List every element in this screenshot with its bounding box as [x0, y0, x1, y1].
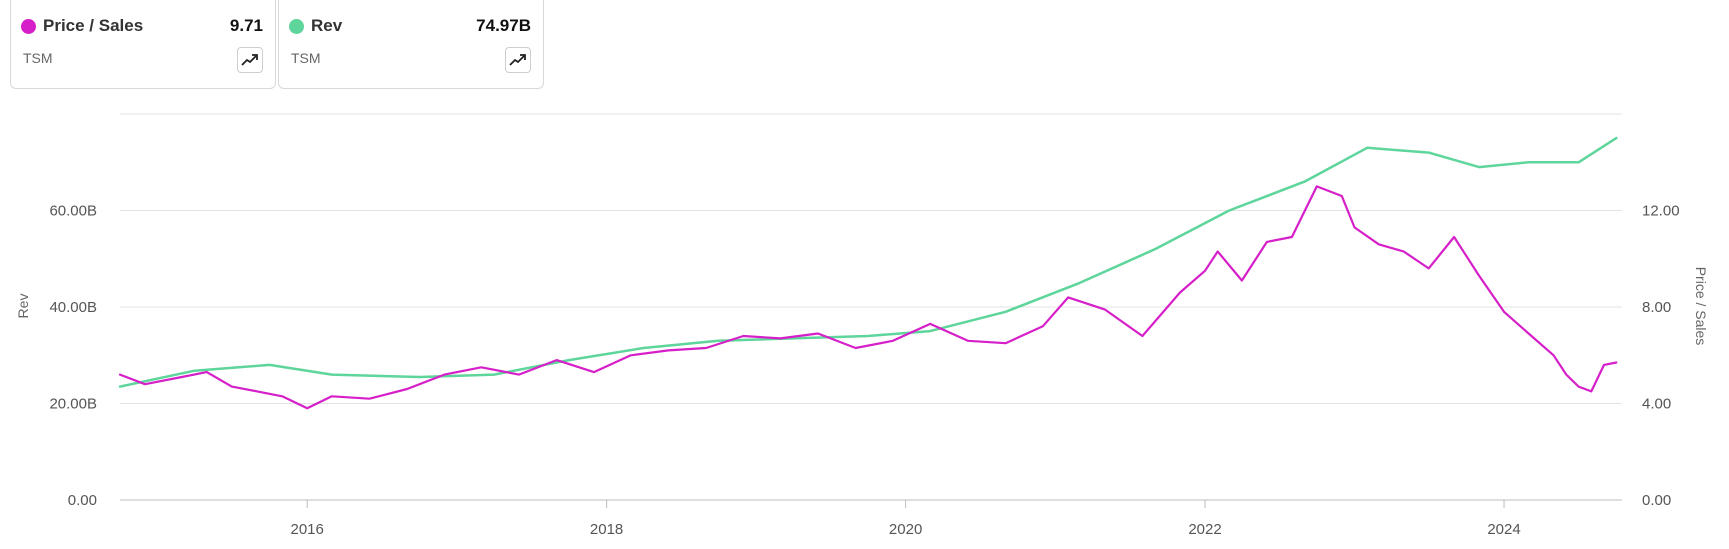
left-axis-title: Rev: [15, 294, 31, 319]
right-axis-ticks: 0.00 4.00 8.00 12.00: [1642, 203, 1680, 510]
left-tick-label: 20.00B: [49, 396, 97, 413]
right-axis-title: Price / Sales: [1693, 267, 1709, 346]
trend-up-icon[interactable]: [237, 47, 263, 73]
x-tick-label: 2018: [590, 521, 623, 538]
series-lines: [118, 136, 1618, 410]
right-tick-label: 4.00: [1642, 396, 1671, 413]
series-card-price-sales[interactable]: Price / Sales 9.71 TSM: [10, 0, 276, 89]
right-tick-label: 12.00: [1642, 203, 1680, 220]
left-axis-ticks: 0.00 20.00B 40.00B 60.00B: [49, 203, 97, 510]
x-tick-label: 2020: [889, 521, 922, 538]
gridlines: [120, 113, 1622, 501]
series-name: Rev: [311, 16, 343, 35]
series-line-rev: [118, 136, 1618, 388]
right-tick-label: 0.00: [1642, 492, 1671, 509]
series-value: 74.97B: [476, 16, 531, 35]
trend-up-icon[interactable]: [505, 47, 531, 73]
series-ticker: TSM: [23, 50, 53, 66]
legend-dot-rev: [289, 19, 304, 34]
series-value: 9.71: [229, 16, 263, 35]
left-tick-label: 60.00B: [49, 203, 97, 220]
series-card-rev[interactable]: Rev 74.97B TSM: [278, 0, 544, 89]
series-name: Price / Sales: [43, 16, 144, 35]
series-ticker: TSM: [291, 50, 321, 66]
series-line-price-sales: [118, 185, 1618, 410]
x-tick-label: 2024: [1487, 521, 1520, 538]
x-tick-label: 2022: [1188, 521, 1221, 538]
left-tick-label: 0.00: [68, 492, 97, 509]
legend-dot-price-sales: [21, 19, 36, 34]
x-tick-label: 2016: [290, 521, 323, 538]
x-axis-ticks: 2016 2018 2020 2022 2024: [290, 500, 1521, 538]
left-tick-label: 40.00B: [49, 299, 97, 316]
right-tick-label: 8.00: [1642, 299, 1671, 316]
